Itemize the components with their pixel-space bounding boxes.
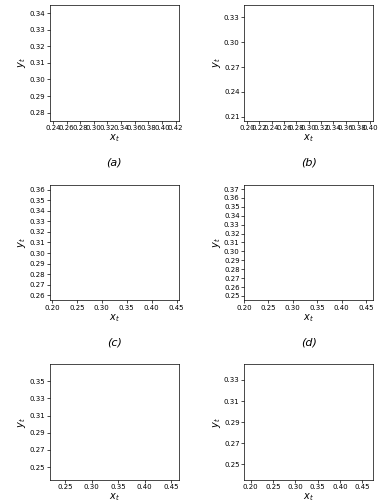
Y-axis label: $y_t$: $y_t$ [16,416,28,428]
Text: (a): (a) [106,158,122,168]
Y-axis label: $y_t$: $y_t$ [16,58,28,68]
X-axis label: $x_t$: $x_t$ [303,132,314,144]
X-axis label: $x_t$: $x_t$ [109,492,120,500]
Y-axis label: $y_t$: $y_t$ [16,237,28,248]
Y-axis label: $y_t$: $y_t$ [211,416,223,428]
X-axis label: $x_t$: $x_t$ [109,312,120,324]
X-axis label: $x_t$: $x_t$ [109,132,120,144]
Text: (d): (d) [301,338,317,347]
X-axis label: $x_t$: $x_t$ [303,492,314,500]
Text: (b): (b) [301,158,317,168]
X-axis label: $x_t$: $x_t$ [303,312,314,324]
Y-axis label: $y_t$: $y_t$ [211,58,223,68]
Y-axis label: $y_t$: $y_t$ [211,237,223,248]
Text: (c): (c) [107,338,122,347]
